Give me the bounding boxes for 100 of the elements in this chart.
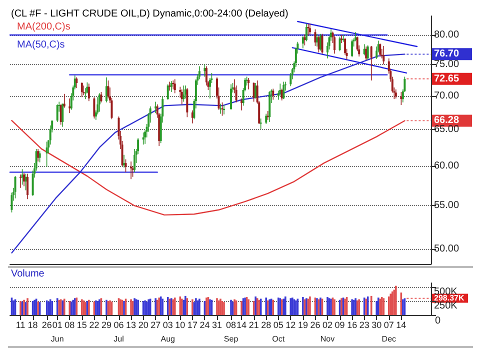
candlestick: [63, 93, 66, 108]
x-tick-label: 21: [248, 320, 259, 330]
x-tick-label: 31: [212, 320, 222, 330]
candlestick: [394, 88, 397, 99]
candlestick: [56, 104, 58, 122]
candlestick: [338, 36, 341, 52]
x-tick-label: 05 Oct: [272, 320, 286, 344]
candlestick: [20, 174, 22, 188]
x-tick-label: 19: [298, 320, 308, 330]
candlestick: [379, 43, 382, 57]
x-tick-label: 14: [396, 320, 406, 330]
candlestick: [260, 118, 262, 130]
y-tick-label: 60.00: [434, 160, 460, 172]
candlestick: [88, 83, 90, 102]
x-tick-label: 29: [101, 320, 112, 330]
annotation: 76.70: [434, 48, 460, 60]
candlestick: [365, 46, 368, 61]
candlestick: [80, 82, 83, 98]
y-tick-label: 55.00: [434, 200, 460, 212]
candlestick: [366, 44, 369, 60]
candlestick: [305, 23, 308, 42]
x-tick-label: 15: [76, 320, 87, 330]
x-tick-label: 24: [200, 320, 210, 330]
x-tick-label: 30: [372, 320, 382, 330]
x-tick-label: 07 Dec: [382, 320, 396, 344]
chart-title: (CL #F - LIGHT CRUDE OIL,D) Dynamic,0:00-24:00 (Delayed): [11, 8, 288, 20]
y-tick-label: 70.00: [434, 90, 460, 102]
annotation: 66.28: [434, 115, 460, 126]
candlestick: [166, 84, 169, 100]
candlestick: [46, 141, 48, 168]
candlestick: [279, 83, 282, 96]
text: MA(50,C)s: [17, 40, 65, 50]
x-tick-label: 14: [236, 320, 247, 330]
candlestick: [400, 92, 402, 106]
x-tick-label: 28: [261, 320, 272, 330]
candlestick: [344, 37, 346, 56]
y-tick-label: 80.00: [434, 29, 460, 40]
x-tick-label: 06 Jul: [114, 320, 124, 344]
x-tick-label: 10: [175, 320, 186, 330]
candlestick: [182, 85, 185, 102]
y-tick-label: 250K: [434, 300, 458, 312]
candlestick: [82, 85, 85, 96]
x-tick-label: 22: [89, 320, 100, 330]
candlestick: [14, 176, 16, 199]
candlestick: [172, 80, 174, 90]
x-tick-label: 03 Aug: [160, 320, 175, 344]
candlestick: [254, 82, 257, 99]
y-tick-label: 50.00: [434, 244, 460, 255]
candlestick: [272, 88, 274, 100]
x-tick-label: 16: [347, 320, 358, 330]
chart-title: Volume: [11, 268, 45, 280]
x-tick-label: 27: [150, 320, 161, 330]
candlestick: [230, 84, 232, 110]
x-tick-label: 20: [138, 320, 148, 330]
x-tick-label: 17: [187, 320, 198, 330]
text: MA(200,C)s: [17, 22, 70, 32]
candlestick: [308, 23, 311, 35]
y-tick-label: 0: [435, 316, 441, 326]
candlestick: [314, 28, 316, 46]
annotation: 72.65: [434, 73, 460, 84]
candlestick: [68, 98, 71, 114]
candlestick: [205, 66, 208, 86]
candlestick: [223, 104, 226, 115]
candlestick: [100, 92, 102, 103]
x-tick-label: 26: [42, 320, 52, 330]
x-tick-label: 26: [310, 320, 320, 330]
x-tick-label: 23: [359, 320, 370, 330]
candlestick: [62, 103, 64, 128]
x-tick-label: 01 Jun: [50, 320, 64, 344]
candlestick: [370, 46, 372, 81]
candlestick: [154, 101, 157, 114]
x-tick-label: 02 Nov: [320, 320, 335, 344]
candlestick: [107, 80, 110, 99]
candlestick: [248, 78, 250, 90]
candlestick: [134, 148, 136, 173]
x-tick-label: 09: [334, 320, 345, 330]
candlestick: [204, 64, 206, 78]
candlestick: [318, 36, 320, 53]
candlestick: [321, 33, 324, 54]
candlestick: [10, 192, 13, 213]
candlestick: [174, 78, 176, 94]
candlestick: [38, 150, 41, 163]
candlestick: [76, 76, 78, 88]
candlestick: [334, 36, 336, 54]
x-tick-label: 12: [286, 320, 296, 330]
candlestick: [282, 81, 285, 100]
x-tick-label: 18: [28, 320, 38, 330]
candlestick: [220, 103, 222, 114]
candlestick: [123, 154, 126, 168]
x-tick-label: 13: [126, 320, 136, 330]
candlestick: [130, 161, 132, 180]
candlestick: [93, 96, 96, 119]
y-tick-label: 65.00: [434, 124, 460, 136]
y-tick-label: 75.00: [434, 58, 460, 70]
candlestick: [240, 98, 243, 111]
x-tick-label: 11: [16, 320, 26, 330]
candlestick: [142, 132, 144, 145]
candlestick: [124, 158, 127, 173]
candlestick: [26, 173, 29, 200]
x-tick-label: 08: [64, 320, 75, 330]
